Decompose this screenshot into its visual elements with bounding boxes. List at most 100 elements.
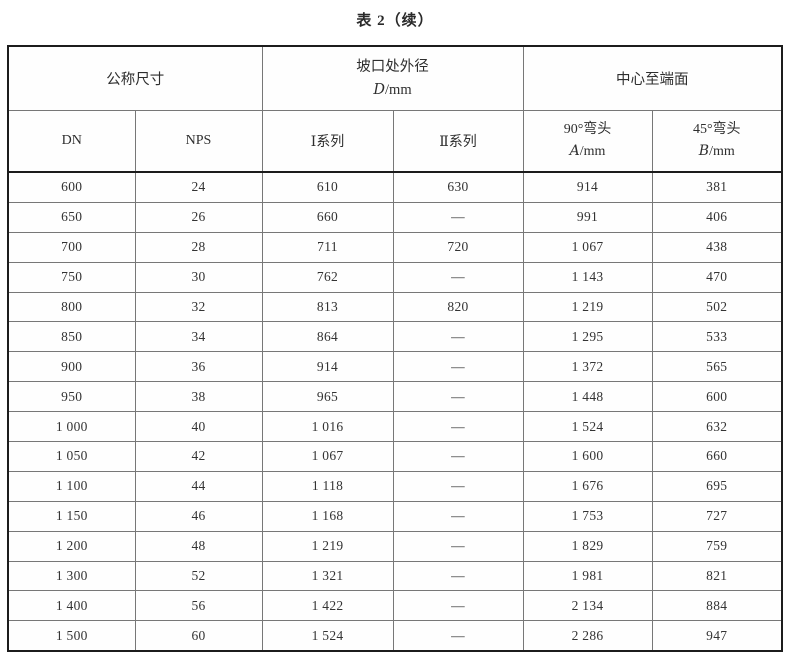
cell-series-1: 660 — [261, 201, 394, 233]
table-row: 1 400 56 1 422—2 134 884 — [7, 590, 783, 622]
cell-nps: 42 — [134, 441, 263, 472]
cell-elbow-45-b: 660 — [651, 441, 783, 472]
header-elbow-45: 45°弯头 B/mm — [651, 110, 783, 173]
cell-nps: 30 — [134, 261, 263, 293]
cell-elbow-90-a: 914 — [522, 171, 653, 203]
cell-elbow-90-a: 1 676 — [522, 470, 653, 502]
cell-elbow-90-a: 1 981 — [522, 560, 653, 592]
cell-dn: 1 400 — [7, 590, 136, 622]
table-row: 800 32 813 820 1 219 502 — [7, 291, 783, 323]
cell-dn: 600 — [7, 171, 136, 203]
cell-series-1: 965 — [261, 381, 394, 413]
cell-series-2: — — [392, 470, 524, 502]
table-body: 600 24 610 630 914 381 650 26 660—991 406 700 28 711… — [7, 171, 783, 652]
cell-series-1: 1 067 — [261, 441, 394, 472]
table-row: 850 34 864—1 295 533 — [7, 321, 783, 353]
cell-nps: 44 — [134, 470, 263, 502]
header-elbow-90: 90°弯头 A/mm — [522, 110, 653, 173]
cell-elbow-45-b: 727 — [651, 500, 783, 532]
header-group-row: 公称尺寸 坡口处外径 D/mm 中心至端面 — [7, 45, 783, 111]
table-row: 1 300 52 1 321—1 981 821 — [7, 560, 783, 592]
cell-dn: 1 200 — [7, 530, 136, 562]
cell-elbow-45-b: 381 — [651, 171, 783, 203]
header-series-1: Ⅰ系列 — [261, 110, 394, 173]
cell-series-2: — — [392, 201, 524, 233]
header-dn: DN — [7, 110, 136, 173]
cell-nps: 60 — [134, 620, 263, 652]
table-title: 表 2（续） — [356, 13, 434, 29]
cell-nps: 24 — [134, 171, 263, 203]
cell-dn: 1 300 — [7, 560, 136, 592]
cell-nps: 26 — [134, 201, 263, 233]
cell-elbow-90-a: 991 — [522, 201, 653, 233]
cell-nps: 52 — [134, 560, 263, 592]
cell-series-1: 1 321 — [261, 560, 394, 592]
cell-elbow-90-a: 2 286 — [522, 620, 653, 652]
table-row: 650 26 660—991 406 — [7, 201, 783, 233]
header-elbow-45-unit: B/mm — [698, 143, 735, 159]
header-sub-row: DN NPS Ⅰ系列 Ⅱ系列 90°弯头 A/mm 45°弯头 B/mm — [7, 110, 783, 173]
cell-elbow-90-a: 1 524 — [522, 411, 653, 443]
cell-elbow-90-a: 1 295 — [522, 321, 653, 353]
cell-series-2: — — [392, 381, 524, 413]
cell-series-1: 711 — [261, 231, 394, 263]
table-row: 1 050 42 1 067—1 600 660 — [7, 441, 783, 472]
cell-dn: 1 000 — [7, 411, 136, 443]
header-elbow-45-label: 45°弯头 — [692, 122, 741, 138]
cell-series-2: — — [392, 560, 524, 592]
cell-dn: 850 — [7, 321, 136, 353]
cell-dn: 700 — [7, 231, 136, 263]
cell-series-2: — — [392, 590, 524, 622]
table-row: 600 24 610 630 914 381 — [7, 171, 783, 203]
header-bevel-od-label: 坡口处外径 — [356, 59, 429, 76]
cell-series-1: 1 219 — [261, 530, 394, 562]
table-row: 900 36 914—1 372 565 — [7, 351, 783, 383]
cell-dn: 1 050 — [7, 441, 136, 472]
cell-nps: 56 — [134, 590, 263, 622]
cell-elbow-45-b: 502 — [651, 291, 783, 323]
cell-series-2: 720 — [392, 231, 524, 263]
cell-series-2: — — [392, 261, 524, 293]
cell-elbow-45-b: 821 — [651, 560, 783, 592]
cell-elbow-45-b: 565 — [651, 351, 783, 383]
cell-elbow-90-a: 1 753 — [522, 500, 653, 532]
table-row: 1 200 48 1 219—1 829 759 — [7, 530, 783, 562]
cell-dn: 1 100 — [7, 470, 136, 502]
cell-elbow-90-a: 2 134 — [522, 590, 653, 622]
table-row: 1 500 60 1 524—2 286 947 — [7, 620, 783, 652]
header-center-to-end: 中心至端面 — [522, 45, 783, 111]
cell-elbow-45-b: 533 — [651, 321, 783, 353]
cell-nps: 38 — [134, 381, 263, 413]
cell-elbow-45-b: 470 — [651, 261, 783, 293]
cell-dn: 950 — [7, 381, 136, 413]
cell-series-2: — — [392, 321, 524, 353]
cell-elbow-45-b: 600 — [651, 381, 783, 413]
cell-nps: 36 — [134, 351, 263, 383]
dimensions-table: 公称尺寸 坡口处外径 D/mm 中心至端面 DN NPS Ⅰ系列 Ⅱ系列 90°… — [7, 45, 783, 653]
cell-elbow-45-b: 759 — [651, 530, 783, 562]
cell-series-2: — — [392, 500, 524, 532]
header-bevel-outer-diameter: 坡口处外径 D/mm — [261, 45, 524, 111]
cell-nps: 48 — [134, 530, 263, 562]
cell-series-1: 864 — [261, 321, 394, 353]
cell-series-1: 610 — [261, 171, 394, 203]
cell-elbow-45-b: 632 — [651, 411, 783, 443]
table-row: 700 28 711 720 1 067 438 — [7, 231, 783, 263]
cell-elbow-90-a: 1 600 — [522, 441, 653, 472]
cell-series-1: 1 016 — [261, 411, 394, 443]
cell-elbow-45-b: 406 — [651, 201, 783, 233]
table-row: 1 100 44 1 118—1 676 695 — [7, 470, 783, 502]
cell-dn: 1 500 — [7, 620, 136, 652]
table-row: 750 30 762—1 143 470 — [7, 261, 783, 293]
cell-nps: 40 — [134, 411, 263, 443]
cell-series-2: — — [392, 620, 524, 652]
header-bevel-od-unit: D/mm — [373, 81, 412, 98]
cell-elbow-45-b: 438 — [651, 231, 783, 263]
cell-dn: 650 — [7, 201, 136, 233]
cell-elbow-90-a: 1 448 — [522, 381, 653, 413]
table-header: 公称尺寸 坡口处外径 D/mm 中心至端面 DN NPS Ⅰ系列 Ⅱ系列 90°… — [7, 45, 783, 173]
cell-series-1: 813 — [261, 291, 394, 323]
header-elbow-90-unit: A/mm — [569, 143, 606, 159]
cell-series-1: 1 422 — [261, 590, 394, 622]
cell-series-2: — — [392, 441, 524, 472]
